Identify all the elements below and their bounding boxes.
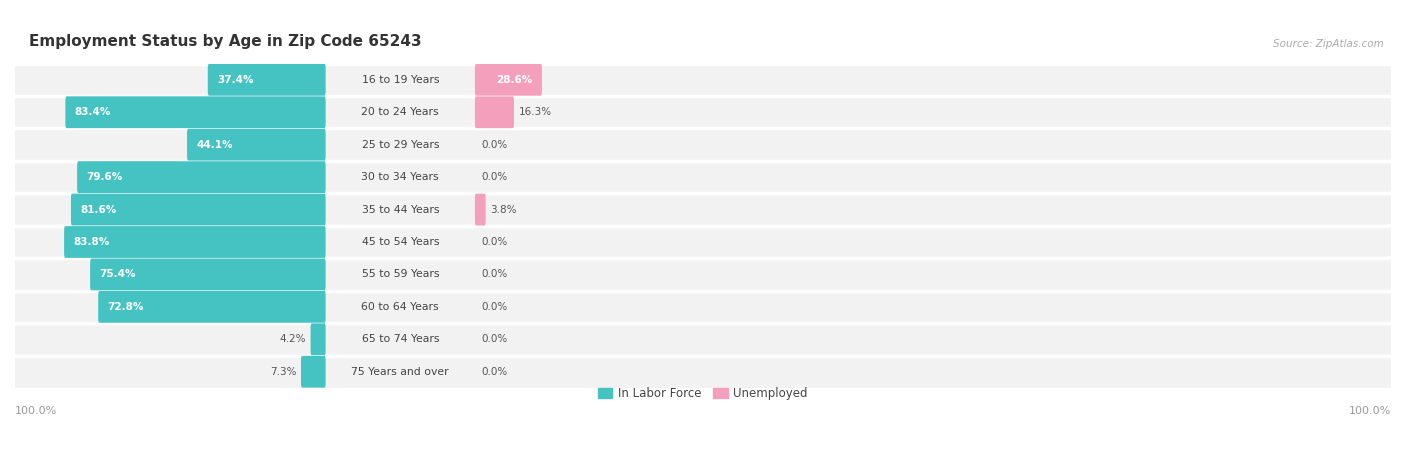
- FancyBboxPatch shape: [65, 226, 326, 258]
- Text: 79.6%: 79.6%: [86, 172, 122, 182]
- Text: 81.6%: 81.6%: [80, 205, 117, 215]
- FancyBboxPatch shape: [475, 64, 541, 96]
- FancyBboxPatch shape: [15, 258, 1391, 291]
- Legend: In Labor Force, Unemployed: In Labor Force, Unemployed: [593, 382, 813, 405]
- Text: 100.0%: 100.0%: [1348, 406, 1391, 416]
- FancyBboxPatch shape: [475, 96, 515, 128]
- Text: 35 to 44 Years: 35 to 44 Years: [361, 205, 439, 215]
- FancyBboxPatch shape: [98, 291, 326, 323]
- Text: 83.4%: 83.4%: [75, 107, 111, 117]
- Text: 0.0%: 0.0%: [481, 367, 508, 377]
- Text: 0.0%: 0.0%: [481, 302, 508, 312]
- FancyBboxPatch shape: [15, 356, 1391, 388]
- Text: 0.0%: 0.0%: [481, 172, 508, 182]
- Text: 75.4%: 75.4%: [100, 270, 136, 279]
- Text: 7.3%: 7.3%: [270, 367, 297, 377]
- FancyBboxPatch shape: [301, 356, 326, 387]
- FancyBboxPatch shape: [187, 129, 326, 161]
- Text: 16 to 19 Years: 16 to 19 Years: [361, 75, 439, 85]
- Text: 55 to 59 Years: 55 to 59 Years: [361, 270, 439, 279]
- Text: 4.2%: 4.2%: [280, 334, 307, 344]
- FancyBboxPatch shape: [90, 259, 326, 290]
- Text: 28.6%: 28.6%: [496, 75, 533, 85]
- FancyBboxPatch shape: [15, 291, 1391, 323]
- FancyBboxPatch shape: [15, 128, 1391, 161]
- Text: 44.1%: 44.1%: [197, 140, 233, 150]
- Text: 16.3%: 16.3%: [519, 107, 551, 117]
- Text: 0.0%: 0.0%: [481, 270, 508, 279]
- Text: 100.0%: 100.0%: [15, 406, 58, 416]
- Text: 75 Years and over: 75 Years and over: [352, 367, 449, 377]
- FancyBboxPatch shape: [77, 161, 326, 193]
- FancyBboxPatch shape: [15, 161, 1391, 194]
- FancyBboxPatch shape: [208, 64, 326, 96]
- FancyBboxPatch shape: [65, 96, 326, 128]
- FancyBboxPatch shape: [15, 63, 1391, 96]
- Text: 83.8%: 83.8%: [73, 237, 110, 247]
- Text: 65 to 74 Years: 65 to 74 Years: [361, 334, 439, 344]
- FancyBboxPatch shape: [70, 194, 326, 225]
- Text: 20 to 24 Years: 20 to 24 Years: [361, 107, 439, 117]
- Text: 37.4%: 37.4%: [217, 75, 253, 85]
- Text: 3.8%: 3.8%: [491, 205, 516, 215]
- Text: Employment Status by Age in Zip Code 65243: Employment Status by Age in Zip Code 652…: [28, 34, 422, 49]
- Text: 45 to 54 Years: 45 to 54 Years: [361, 237, 439, 247]
- Text: Source: ZipAtlas.com: Source: ZipAtlas.com: [1274, 39, 1384, 49]
- FancyBboxPatch shape: [15, 96, 1391, 128]
- Text: 0.0%: 0.0%: [481, 140, 508, 150]
- Text: 60 to 64 Years: 60 to 64 Years: [361, 302, 439, 312]
- Text: 72.8%: 72.8%: [107, 302, 143, 312]
- FancyBboxPatch shape: [15, 323, 1391, 356]
- FancyBboxPatch shape: [475, 194, 485, 225]
- FancyBboxPatch shape: [15, 226, 1391, 258]
- Text: 0.0%: 0.0%: [481, 237, 508, 247]
- FancyBboxPatch shape: [311, 324, 326, 355]
- FancyBboxPatch shape: [15, 194, 1391, 226]
- Text: 25 to 29 Years: 25 to 29 Years: [361, 140, 439, 150]
- Text: 30 to 34 Years: 30 to 34 Years: [361, 172, 439, 182]
- Text: 0.0%: 0.0%: [481, 334, 508, 344]
